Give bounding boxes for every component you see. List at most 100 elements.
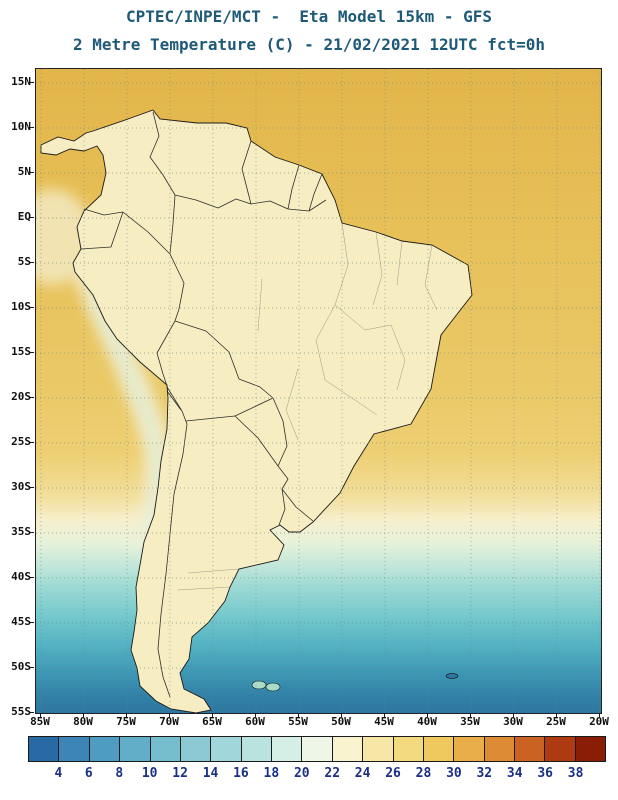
colorbar-segment-7 [241, 737, 272, 761]
colorbar-segment-2 [89, 737, 121, 761]
lon-tick [384, 713, 385, 717]
lat-label-10n: 10N [11, 120, 31, 133]
lat-label-40s: 40S [11, 570, 31, 583]
colorbar-segment-18 [575, 737, 606, 761]
colorbar-segment-11 [363, 737, 394, 761]
colorbar-tick-4: 4 [54, 766, 63, 781]
lon-label-20w: 20W [589, 715, 609, 728]
lat-label-20s: 20S [11, 390, 31, 403]
state-borders [177, 222, 438, 591]
lat-tick [30, 577, 34, 578]
lon-tick [40, 713, 41, 717]
lat-tick [30, 82, 34, 83]
lat-label-15s: 15S [11, 345, 31, 358]
lon-tick [599, 713, 600, 717]
lat-label-55s: 55S [11, 705, 31, 718]
colorbar-segment-6 [211, 737, 242, 761]
colorbar-tick-10: 10 [141, 766, 158, 781]
lon-tick [298, 713, 299, 717]
lon-label-25w: 25W [546, 715, 566, 728]
graticule-grid [36, 69, 601, 713]
lon-label-75w: 75W [116, 715, 136, 728]
falkland-islands-east [265, 682, 281, 692]
colorbar-segment-12 [393, 737, 424, 761]
lat-label-35s: 35S [11, 525, 31, 538]
colorbar-segment-10 [332, 737, 364, 761]
lat-tick [30, 217, 34, 218]
lon-tick [341, 713, 342, 717]
colorbar-tick-12: 12 [172, 766, 188, 781]
lon-label-60w: 60W [245, 715, 265, 728]
colorbar-segment-16 [515, 737, 546, 761]
colorbar-tick-14: 14 [202, 766, 219, 781]
page-title-model: CPTEC/INPE/MCT - Eta Model 15km - GFS [125, 7, 493, 26]
colorbar-segment-8 [272, 737, 303, 761]
lat-label-5s: 5S [17, 255, 31, 268]
lon-label-35w: 35W [460, 715, 480, 728]
colorbar-tick-34: 34 [506, 766, 523, 781]
temperature-colorbar [28, 736, 606, 762]
falkland-islands-west [251, 680, 267, 690]
lat-tick [30, 487, 34, 488]
colorbar-tick-28: 28 [415, 766, 432, 781]
lon-tick [83, 713, 84, 717]
colorbar-tick-26: 26 [385, 766, 401, 781]
colorbar-segment-4 [150, 737, 181, 761]
lat-label-5n: 5N [17, 165, 31, 178]
lon-label-55w: 55W [288, 715, 308, 728]
lat-tick [30, 712, 34, 713]
lat-tick [30, 262, 34, 263]
lat-label-eq: EQ [17, 210, 31, 223]
colorbar-segment-17 [545, 737, 576, 761]
lon-label-30w: 30W [503, 715, 523, 728]
lat-tick [30, 172, 34, 173]
lat-label-15n: 15N [11, 75, 31, 88]
colorbar-segment-9 [302, 737, 333, 761]
lat-tick [30, 352, 34, 353]
colorbar-segment-1 [59, 737, 90, 761]
lon-tick [513, 713, 514, 717]
south-georgia-island [445, 673, 459, 679]
lat-tick [30, 307, 34, 308]
lon-label-45w: 45W [374, 715, 394, 728]
colorbar-segment-15 [484, 737, 515, 761]
lat-tick [30, 622, 34, 623]
colorbar-tick-16: 16 [233, 766, 249, 781]
lat-tick [30, 442, 34, 443]
colorbar-tick-36: 36 [537, 766, 553, 781]
lon-tick [470, 713, 471, 717]
lon-tick [255, 713, 256, 717]
colorbar-tick-22: 22 [324, 766, 341, 781]
lon-label-50w: 50W [331, 715, 351, 728]
page-title-field: 2 Metre Temperature (C) - 21/02/2021 12U… [72, 35, 545, 54]
colorbar-tick-32: 32 [476, 766, 493, 781]
lat-tick [30, 397, 34, 398]
colorbar-segment-13 [423, 737, 455, 761]
colorbar-segment-14 [454, 737, 485, 761]
lon-tick [556, 713, 557, 717]
country-borders [80, 111, 327, 698]
lon-label-65w: 65W [202, 715, 222, 728]
lat-tick [30, 127, 34, 128]
lat-label-10s: 10S [11, 300, 31, 313]
lat-label-45s: 45S [11, 615, 31, 628]
lon-label-40w: 40W [417, 715, 437, 728]
colorbar-tick-38: 38 [567, 766, 584, 781]
lon-label-80w: 80W [73, 715, 93, 728]
colorbar-tick-8: 8 [115, 766, 124, 781]
lon-tick [427, 713, 428, 717]
lat-label-30s: 30S [11, 480, 31, 493]
colorbar-tick-30: 30 [446, 766, 462, 781]
lon-label-85w: 85W [30, 715, 50, 728]
lat-label-50s: 50S [11, 660, 31, 673]
lon-tick [126, 713, 127, 717]
lat-tick [30, 532, 34, 533]
lon-tick [212, 713, 213, 717]
colorbar-tick-20: 20 [293, 766, 310, 781]
colorbar-segment-5 [180, 737, 212, 761]
lat-label-25s: 25S [11, 435, 31, 448]
colorbar-tick-6: 6 [84, 766, 93, 781]
colorbar-segment-0 [29, 737, 60, 761]
lon-label-70w: 70W [159, 715, 179, 728]
